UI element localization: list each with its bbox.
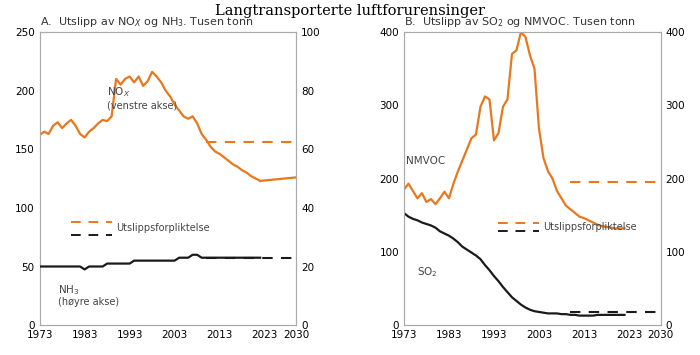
- Text: (høyre akse): (høyre akse): [57, 297, 119, 307]
- Text: NMVOC: NMVOC: [406, 156, 445, 166]
- Text: A.  Utslipp av NO$_X$ og NH$_3$. Tusen tonn: A. Utslipp av NO$_X$ og NH$_3$. Tusen to…: [40, 15, 253, 29]
- Text: NH$_3$: NH$_3$: [57, 284, 79, 297]
- Text: (venstre akse): (venstre akse): [107, 100, 177, 110]
- Text: Utslippsforpliktelse: Utslippsforpliktelse: [116, 223, 210, 233]
- Text: Utslippsforpliktelse: Utslippsforpliktelse: [543, 222, 637, 232]
- Text: B.  Utslipp av SO$_2$ og NMVOC. Tusen tonn: B. Utslipp av SO$_2$ og NMVOC. Tusen ton…: [404, 15, 636, 29]
- Text: NO$_X$: NO$_X$: [107, 85, 130, 99]
- Text: Langtransporterte luftforurensinger: Langtransporterte luftforurensinger: [215, 4, 485, 17]
- Text: SO$_2$: SO$_2$: [417, 265, 438, 279]
